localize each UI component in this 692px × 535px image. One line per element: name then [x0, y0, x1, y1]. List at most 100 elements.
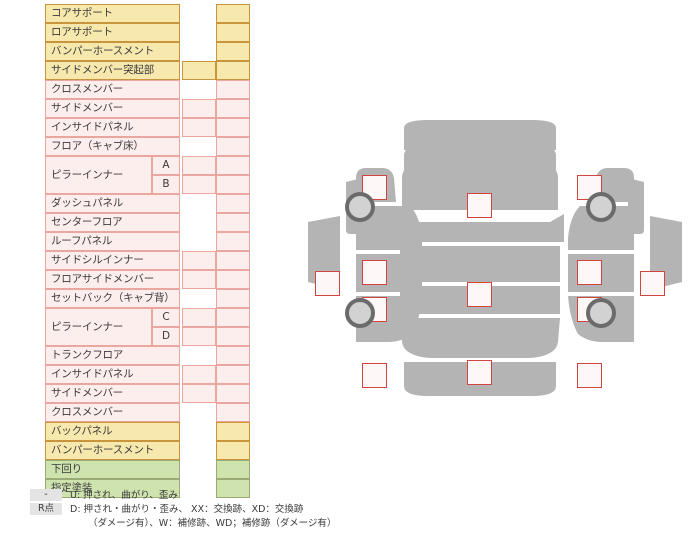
part-name-label: ダッシュパネル: [45, 194, 180, 213]
grade-cell[interactable]: [182, 308, 216, 327]
grade-cell[interactable]: [182, 118, 216, 137]
part-name-label: フロア（キャブ床）: [45, 137, 180, 156]
table-row: ルーフパネル: [45, 232, 255, 251]
table-row: トランクフロア: [45, 346, 255, 365]
part-name-label: バックパネル: [45, 422, 180, 441]
grade-cell[interactable]: [216, 23, 250, 42]
grade-cell[interactable]: [216, 270, 250, 289]
table-row: ロアサポート: [45, 23, 255, 42]
wheel-rear-right: [586, 298, 616, 328]
part-name-label: サイドシルインナー: [45, 251, 180, 270]
grade-cell[interactable]: [182, 99, 216, 118]
table-row: バンパーホースメント: [45, 441, 255, 460]
grade-cell[interactable]: [216, 99, 250, 118]
part-sub-label: C: [152, 308, 180, 327]
grade-cell[interactable]: [216, 479, 250, 498]
table-row: 指定塗装: [45, 479, 255, 498]
grade-cell[interactable]: [182, 384, 216, 403]
table-row: セットバック（キャブ背）: [45, 289, 255, 308]
legend-row: - U: 押され、曲がり、歪み: [30, 489, 390, 502]
grade-cell[interactable]: [216, 137, 250, 156]
legend: - U: 押され、曲がり、歪み R点 D: 押され・曲がり・歪み、 XX：交換跡、XD…: [30, 489, 390, 530]
damage-marker-square[interactable]: [315, 271, 340, 296]
damage-marker-square[interactable]: [362, 260, 387, 285]
table-row: クロスメンバー: [45, 403, 255, 422]
vehicle-outline-svg: [308, 120, 682, 396]
table-row: サイドシルインナー: [45, 251, 255, 270]
grade-cell[interactable]: [216, 289, 250, 308]
grade-cell[interactable]: [182, 327, 216, 346]
legend-badge: R点: [30, 503, 62, 515]
legend-text: U: 押され、曲がり、歪み: [70, 490, 178, 501]
grade-cell[interactable]: [182, 270, 216, 289]
legend-row: R点 D: 押され・曲がり・歪み、 XX：交換跡、XD：交換跡: [30, 503, 390, 516]
table-row: バンパーホースメント: [45, 42, 255, 61]
table-row: B: [45, 175, 255, 194]
grade-cell[interactable]: [216, 175, 250, 194]
damage-marker-square[interactable]: [577, 260, 602, 285]
damage-marker-square[interactable]: [467, 282, 492, 307]
part-name-label: サイドメンバー: [45, 384, 180, 403]
part-name-label: トランクフロア: [45, 346, 180, 365]
table-row: ピラーインナー C: [45, 308, 255, 346]
grade-cell[interactable]: [216, 422, 250, 441]
part-name-label: フロアサイドメンバー: [45, 270, 180, 289]
grade-cell[interactable]: [216, 441, 250, 460]
table-row: D: [45, 327, 255, 346]
grade-cell[interactable]: [216, 80, 250, 99]
part-name-label: クロスメンバー: [45, 403, 180, 422]
grade-cell[interactable]: [216, 346, 250, 365]
damage-marker-square[interactable]: [640, 271, 665, 296]
grade-cell[interactable]: [182, 365, 216, 384]
grade-cell[interactable]: [216, 213, 250, 232]
grade-cell[interactable]: [216, 4, 250, 23]
table-row: フロアサイドメンバー: [45, 270, 255, 289]
table-row: フロア（キャブ床）: [45, 137, 255, 156]
grade-cell[interactable]: [216, 194, 250, 213]
part-name-label: ピラーインナー: [45, 308, 152, 346]
grade-cell[interactable]: [216, 327, 250, 346]
table-row: インサイドパネル: [45, 118, 255, 137]
wheel-front-left: [345, 192, 375, 222]
part-name-label: セットバック（キャブ背）: [45, 289, 180, 308]
table-row: センターフロア: [45, 213, 255, 232]
part-name-label: バンパーホースメント: [45, 42, 180, 61]
damage-marker-square[interactable]: [467, 360, 492, 385]
legend-text-continuation: （ダメージ有）、W：補修跡、WD；補修跡（ダメージ有）: [88, 518, 337, 529]
part-sub-label: A: [152, 156, 180, 175]
grade-cell[interactable]: [216, 251, 250, 270]
grade-cell[interactable]: [216, 403, 250, 422]
grade-cell[interactable]: [182, 156, 216, 175]
table-row: サイドメンバー突起部: [45, 61, 255, 80]
table-row: ダッシュパネル: [45, 194, 255, 213]
grade-cell[interactable]: [216, 232, 250, 251]
grade-cell[interactable]: [182, 61, 216, 80]
damage-marker-square[interactable]: [577, 363, 602, 388]
damage-marker-square[interactable]: [467, 193, 492, 218]
table-row: バックパネル: [45, 422, 255, 441]
part-name-label: センターフロア: [45, 213, 180, 232]
part-name-label: バンパーホースメント: [45, 441, 180, 460]
grade-cell[interactable]: [216, 61, 250, 80]
wheel-front-right: [586, 192, 616, 222]
legend-text: D: 押され・曲がり・歪み、 XX：交換跡、XD：交換跡: [70, 504, 304, 515]
grade-cell[interactable]: [216, 365, 250, 384]
damage-marker-square[interactable]: [362, 363, 387, 388]
grade-cell[interactable]: [216, 460, 250, 479]
grade-cell[interactable]: [216, 118, 250, 137]
part-name-label: サイドメンバー突起部: [45, 61, 180, 80]
wheel-rear-left: [345, 298, 375, 328]
grade-cell[interactable]: [216, 42, 250, 61]
table-row: コアサポート: [45, 4, 255, 23]
grade-cell[interactable]: [182, 175, 216, 194]
grade-cell[interactable]: [182, 251, 216, 270]
table-row: サイドメンバー: [45, 99, 255, 118]
part-sub-label: D: [152, 327, 180, 346]
grade-cell[interactable]: [216, 308, 250, 327]
part-name-label: ルーフパネル: [45, 232, 180, 251]
grade-cell[interactable]: [216, 156, 250, 175]
grade-cell[interactable]: [216, 384, 250, 403]
inspection-parts-table: コアサポート ロアサポート バンパーホースメント サイドメンバー突起部 クロスメンバーサ…: [45, 4, 255, 498]
part-name-label: コアサポート: [45, 4, 180, 23]
